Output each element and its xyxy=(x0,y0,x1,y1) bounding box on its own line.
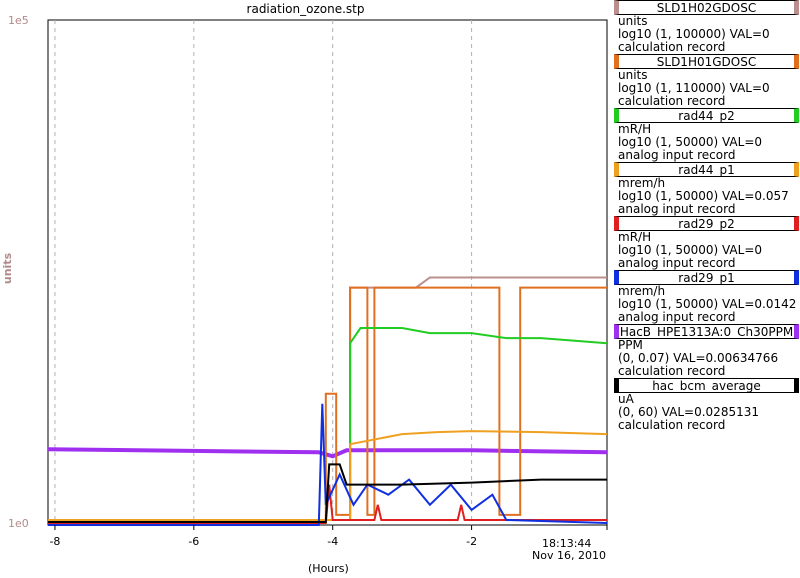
legend-entry-button[interactable]: rad29_p2 xyxy=(614,216,799,231)
y-tick-top: 1e5 xyxy=(8,14,29,27)
legend-range: log10 (1, 100000) VAL=0 xyxy=(618,27,770,41)
legend-units: mrem/h xyxy=(618,176,666,190)
x-tick-label: -8 xyxy=(49,535,60,548)
legend-units: units xyxy=(618,68,648,82)
x-axis-title: (Hours) xyxy=(308,562,349,575)
chart-title: radiation_ozone.stp xyxy=(246,2,365,16)
legend-entry-button[interactable]: HacB_HPE1313A:0_Ch30PPM xyxy=(614,324,799,339)
y-tick-bottom: 1e0 xyxy=(8,517,29,530)
legend-entry-button[interactable]: rad44_p2 xyxy=(614,108,799,123)
x-tick-label: -2 xyxy=(466,535,477,548)
legend-units: mR/H xyxy=(618,122,652,136)
legend-range: log10 (1, 50000) VAL=0.0142 xyxy=(618,297,797,311)
series-line-sld1h01gdosc xyxy=(48,286,607,521)
series-line-rad29-p1 xyxy=(48,403,608,526)
x-tick-label: -4 xyxy=(327,535,338,548)
series-line-rad44-p2 xyxy=(48,327,608,521)
legend-units: uA xyxy=(618,392,634,406)
legend-record: calculation record xyxy=(618,94,726,108)
x-tick-label: -6 xyxy=(188,535,199,548)
series-line-hac-bcm-average xyxy=(48,463,607,523)
legend-range: (0, 60) VAL=0.0285131 xyxy=(618,405,759,419)
legend-entry-button[interactable]: SLD1H02GDOSC xyxy=(614,0,799,15)
x-date-label: Nov 16, 2010 xyxy=(532,549,606,562)
x-time-label: 18:13:44 xyxy=(542,537,592,550)
legend-range: (0, 0.07) VAL=0.00634766 xyxy=(618,351,779,365)
legend-entry-button[interactable]: rad29_p1 xyxy=(614,270,799,285)
series-line-hacb-hpe1313a-0-ch30ppm xyxy=(47,447,608,459)
legend-units: PPM xyxy=(618,338,643,352)
legend-units: units xyxy=(618,14,648,28)
legend-record: calculation record xyxy=(618,364,726,378)
legend-record: analog input record xyxy=(618,310,736,324)
legend-units: mrem/h xyxy=(618,284,666,298)
legend-record: calculation record xyxy=(618,40,726,54)
legend-entry-button[interactable]: rad44_p1 xyxy=(614,162,799,177)
legend-range: log10 (1, 50000) VAL=0.057 xyxy=(618,189,789,203)
legend-entry-button[interactable]: SLD1H01GDOSC xyxy=(614,54,799,69)
legend-range: log10 (1, 50000) VAL=0 xyxy=(618,135,763,149)
legend-record: calculation record xyxy=(618,418,726,432)
series-line-rad44-p1 xyxy=(48,430,608,521)
legend-range: log10 (1, 110000) VAL=0 xyxy=(618,81,770,95)
legend-range: log10 (1, 50000) VAL=0 xyxy=(618,243,763,257)
legend-record: analog input record xyxy=(618,202,736,216)
legend-panel: SLD1H02GDOSC units log10 (1, 100000) VAL=0… xyxy=(614,0,800,432)
plot-area[interactable]: -8 -6 -4 -2 xyxy=(0,0,611,578)
legend-units: mR/H xyxy=(618,230,652,244)
legend-record: analog input record xyxy=(618,256,736,270)
legend-entry-button[interactable]: hac_bcm_average xyxy=(614,378,799,393)
legend-record: analog input record xyxy=(618,148,736,162)
